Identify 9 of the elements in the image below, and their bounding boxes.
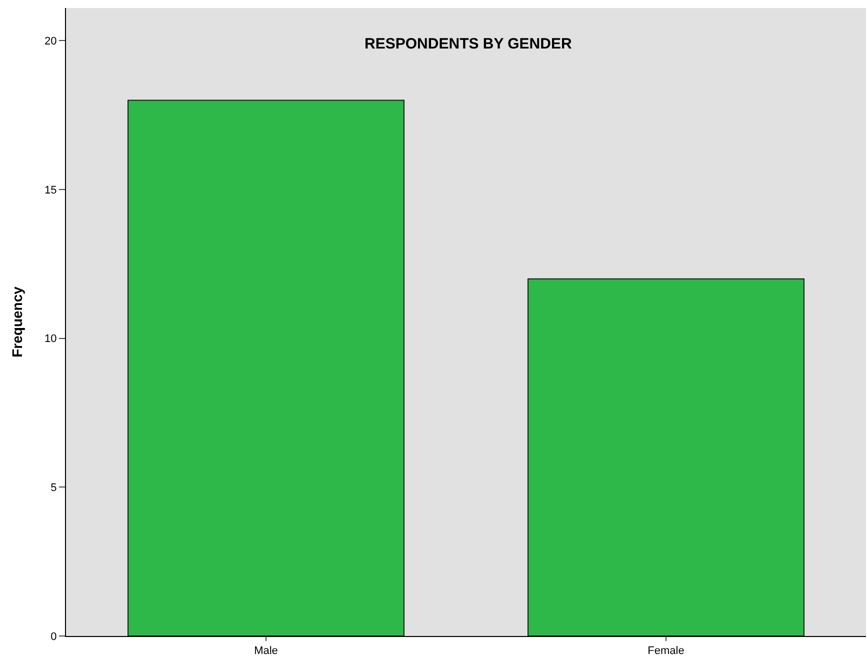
x-tick-label: Female bbox=[648, 645, 684, 658]
y-tick-label: 5 bbox=[50, 482, 57, 494]
y-tick-label: 0 bbox=[50, 630, 57, 643]
y-tick-label: 20 bbox=[44, 36, 57, 48]
y-tick-label: 10 bbox=[44, 333, 57, 346]
y-axis-title: Frequency bbox=[9, 286, 26, 358]
text: RESPONDENTS BY GENDER bbox=[364, 35, 572, 52]
y-tick-label: 15 bbox=[44, 184, 57, 196]
x-tick-label: Male bbox=[254, 645, 278, 658]
